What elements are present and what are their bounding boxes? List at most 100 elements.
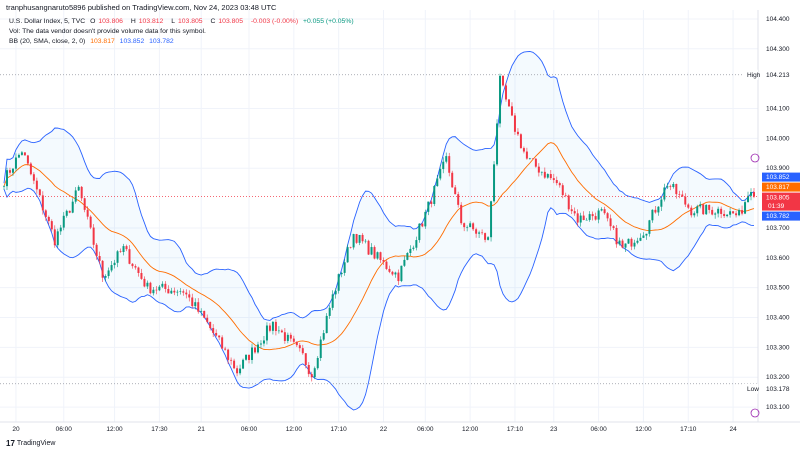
- candle-body: [146, 282, 149, 287]
- candle-body: [558, 183, 561, 186]
- candle-body: [720, 208, 723, 214]
- candle-body: [245, 354, 248, 360]
- candle-body: [218, 335, 221, 338]
- candle-body: [687, 204, 690, 208]
- candle-body: [53, 229, 56, 246]
- candle-body: [286, 334, 289, 341]
- close-tag: 103.805: [766, 195, 790, 202]
- candle-body: [732, 211, 735, 214]
- candle-body: [140, 272, 143, 279]
- candle-body: [499, 75, 502, 124]
- candle-body: [678, 194, 681, 195]
- candle-body: [268, 325, 271, 331]
- x-tick-label: 20: [12, 426, 20, 433]
- candle-body: [561, 185, 564, 196]
- bb-upper-line: [3, 51, 755, 321]
- basis-tag-bg: [762, 182, 800, 192]
- change2-value: +0.055 (+0.05%): [303, 18, 354, 25]
- candle-body: [83, 198, 86, 210]
- candle-body: [708, 204, 711, 210]
- x-tick-label: 12:00: [286, 426, 303, 433]
- candle-body: [654, 209, 657, 213]
- bb-upper: 103.852: [119, 38, 145, 45]
- candle-body: [660, 199, 663, 207]
- candle-body: [546, 174, 549, 178]
- tradingview-logo[interactable]: 17 TradingView: [6, 439, 56, 448]
- candle-body: [648, 220, 651, 234]
- candle-body: [149, 282, 152, 294]
- candle-body: [588, 214, 591, 220]
- candle-body: [14, 157, 17, 169]
- candle-body: [726, 214, 729, 217]
- candle-body: [430, 201, 433, 204]
- candle-body: [397, 272, 400, 282]
- candle-body: [747, 195, 750, 203]
- candle-body: [400, 265, 403, 282]
- x-tick-label: 12:00: [462, 426, 479, 433]
- candle-body: [427, 201, 430, 212]
- candle-body: [445, 156, 448, 162]
- candle-body: [251, 347, 254, 360]
- y-tick-label: 103.300: [766, 344, 790, 351]
- candle-body: [552, 178, 555, 181]
- candle-body: [289, 334, 292, 339]
- bb-basis: 103.817: [90, 38, 115, 45]
- candle-body: [65, 210, 68, 216]
- candle-body: [29, 163, 32, 175]
- candle-body: [585, 219, 588, 221]
- candle-body: [424, 211, 427, 227]
- candle-body: [89, 216, 92, 228]
- candle-body: [415, 240, 418, 248]
- candle-body: [44, 210, 47, 217]
- candle-body: [242, 359, 245, 369]
- x-tick-label: 06:00: [417, 426, 434, 433]
- candle-body: [705, 204, 708, 215]
- candle-body: [334, 290, 337, 295]
- y-tick-label: 104.100: [766, 106, 790, 113]
- symbol-title[interactable]: U.S. Dollar Index, 5, TVC: [9, 18, 86, 25]
- candle-body: [684, 196, 687, 205]
- candle-body: [233, 360, 236, 369]
- lower-tag: 103.782: [766, 213, 790, 220]
- y-tick-label: 103.500: [766, 285, 790, 292]
- candle-body: [295, 341, 298, 346]
- upper-tag: 103.852: [766, 174, 790, 181]
- candle-body: [155, 289, 158, 291]
- candle-body: [367, 240, 370, 255]
- candle-body: [612, 226, 615, 229]
- candle-body: [555, 180, 558, 184]
- candle-body: [337, 274, 340, 291]
- candle-body: [224, 348, 227, 350]
- candle-body: [594, 216, 597, 220]
- candle-body: [717, 208, 720, 214]
- x-tick-label: 17:10: [507, 426, 524, 433]
- bb-title[interactable]: BB (20, SMA, close, 2, 0): [9, 38, 86, 45]
- candle-body: [179, 291, 182, 292]
- candle-body: [487, 237, 490, 240]
- candle-body: [738, 210, 741, 216]
- candle-body: [714, 213, 717, 215]
- high-label: High: [747, 72, 761, 79]
- candle-body: [693, 213, 696, 216]
- candle-body: [20, 152, 23, 155]
- candle-body: [331, 294, 334, 308]
- candle-body: [197, 302, 200, 312]
- candle-body: [636, 240, 639, 243]
- candle-body: [239, 368, 242, 374]
- candle-body: [481, 232, 484, 234]
- candle-body: [699, 204, 702, 207]
- price-chart[interactable]: 104.400 104.300 104.100 104.000 103.900 103.7…: [0, 10, 800, 435]
- candle-body: [475, 229, 478, 234]
- x-tick-label: 17:30: [151, 426, 168, 433]
- candle-body: [343, 262, 346, 273]
- brand-label: TradingView: [16, 440, 56, 447]
- candle-body: [349, 247, 352, 248]
- candle-body: [567, 195, 570, 210]
- candle-body: [528, 158, 531, 160]
- candle-body: [194, 302, 197, 307]
- candle-body: [504, 85, 507, 100]
- candle-body: [59, 227, 62, 232]
- candle-body: [71, 201, 74, 213]
- candle-body: [301, 348, 304, 354]
- candle-body: [8, 170, 11, 173]
